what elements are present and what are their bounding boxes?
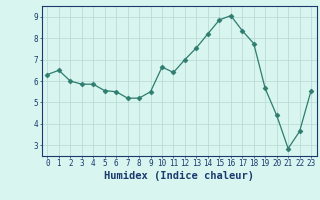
- X-axis label: Humidex (Indice chaleur): Humidex (Indice chaleur): [104, 171, 254, 181]
